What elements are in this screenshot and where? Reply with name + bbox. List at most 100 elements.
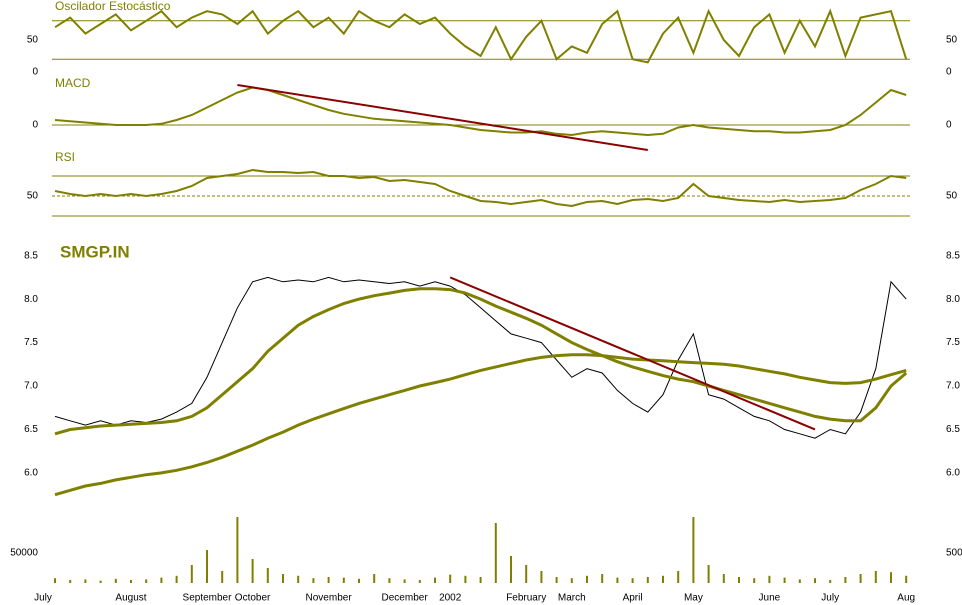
volume-bar <box>479 577 482 583</box>
y-tick-label: 8.0 <box>946 294 960 305</box>
volume-bar <box>54 578 56 583</box>
volume-bar <box>373 574 376 583</box>
volume-bar <box>236 517 239 583</box>
y-tick-label: 6.0 <box>24 468 38 479</box>
volume-bar <box>312 578 315 583</box>
y-tick-label: 6.5 <box>946 424 960 435</box>
y-tick-label: 7.5 <box>946 337 960 348</box>
volume-bar <box>221 571 224 583</box>
volume-bar <box>859 574 862 583</box>
series-line <box>54 168 907 208</box>
x-tick-label: August <box>115 593 146 604</box>
x-tick-label: December <box>382 593 429 604</box>
y-tick-label: 6.5 <box>24 424 38 435</box>
y-tick-label: 7.0 <box>24 381 38 392</box>
volume-bar <box>282 574 284 583</box>
panel-title: Oscilador Estocástico <box>55 0 171 13</box>
volume-bar <box>798 579 801 583</box>
volume-bar <box>251 559 254 583</box>
panel-title: RSI <box>55 150 75 164</box>
volume-bar <box>814 578 816 583</box>
x-tick-label: May <box>684 593 703 604</box>
volume-bar <box>586 575 588 583</box>
y-tick-label: 0 <box>32 120 38 131</box>
volume-bar <box>510 556 512 583</box>
volume-bar <box>722 574 725 583</box>
volume-bar <box>297 575 300 583</box>
y-tick-label: 0 <box>946 67 952 78</box>
trendline <box>449 276 816 431</box>
x-tick-label: March <box>558 593 586 604</box>
y-tick-label: 50000 <box>946 548 962 559</box>
y-tick-label: 8.5 <box>24 250 38 261</box>
y-tick-label: 50 <box>946 35 958 46</box>
volume-bar <box>525 565 528 583</box>
x-tick-label: July <box>821 593 839 604</box>
x-tick-label: November <box>306 593 353 604</box>
volume-bar <box>145 579 148 583</box>
volume-bar <box>844 577 847 583</box>
volume-bar <box>403 579 406 583</box>
y-tick-label: 50 <box>27 35 39 46</box>
volume-bar <box>874 571 877 583</box>
volume-bar <box>130 580 132 583</box>
trendline <box>237 84 648 151</box>
y-tick-label: 6.0 <box>946 468 960 479</box>
series-line <box>54 276 907 439</box>
volume-bar <box>494 523 497 583</box>
y-tick-label: 7.5 <box>24 337 38 348</box>
series-line <box>54 86 907 137</box>
x-tick-label: April <box>623 593 643 604</box>
x-tick-label: 2002 <box>439 593 462 604</box>
volume-bar <box>662 575 664 583</box>
volume-bar <box>449 574 452 583</box>
volume-bar <box>829 580 832 583</box>
volume-bar <box>905 575 908 583</box>
volume-bar <box>84 579 87 583</box>
volume-bar <box>342 577 345 583</box>
series-line <box>54 8 908 64</box>
volume-bar <box>890 572 892 583</box>
y-tick-label: 50 <box>946 191 958 202</box>
volume-bar <box>266 568 269 583</box>
volume-bar <box>707 565 710 583</box>
volume-bar <box>69 580 72 583</box>
volume-bar <box>631 578 634 583</box>
series-line <box>54 287 908 436</box>
x-tick-label: October <box>235 593 271 604</box>
volume-bar <box>768 575 771 583</box>
volume-bar <box>753 578 756 583</box>
x-tick-label: Aug <box>897 593 915 604</box>
volume-bar <box>464 575 467 583</box>
y-tick-label: 50000 <box>10 548 38 559</box>
volume-bar <box>555 577 558 583</box>
volume-bar <box>327 577 330 583</box>
volume-bar <box>160 577 163 583</box>
volume-bar <box>190 565 193 583</box>
volume-bar <box>677 571 680 583</box>
volume-bar <box>418 580 421 583</box>
volume-bar <box>114 578 117 583</box>
volume-bar <box>99 580 102 583</box>
volume-bar <box>175 575 178 583</box>
y-tick-label: 0 <box>946 120 952 131</box>
volume-bar <box>601 574 604 583</box>
y-tick-label: 50 <box>27 191 39 202</box>
y-tick-label: 7.0 <box>946 381 960 392</box>
volume-bar <box>646 577 649 583</box>
panel-title: MACD <box>55 76 91 90</box>
y-tick-label: 0 <box>32 67 38 78</box>
volume-bar <box>783 577 786 583</box>
x-tick-label: July <box>34 593 52 604</box>
volume-bar <box>692 517 695 583</box>
volume-bar <box>388 578 391 583</box>
x-tick-label: September <box>183 593 233 604</box>
volume-bar <box>570 578 573 583</box>
volume-bar <box>540 571 543 583</box>
volume-bar <box>616 577 619 583</box>
volume-bar <box>206 550 208 583</box>
volume-bar <box>434 577 436 583</box>
y-tick-label: 8.0 <box>24 294 38 305</box>
